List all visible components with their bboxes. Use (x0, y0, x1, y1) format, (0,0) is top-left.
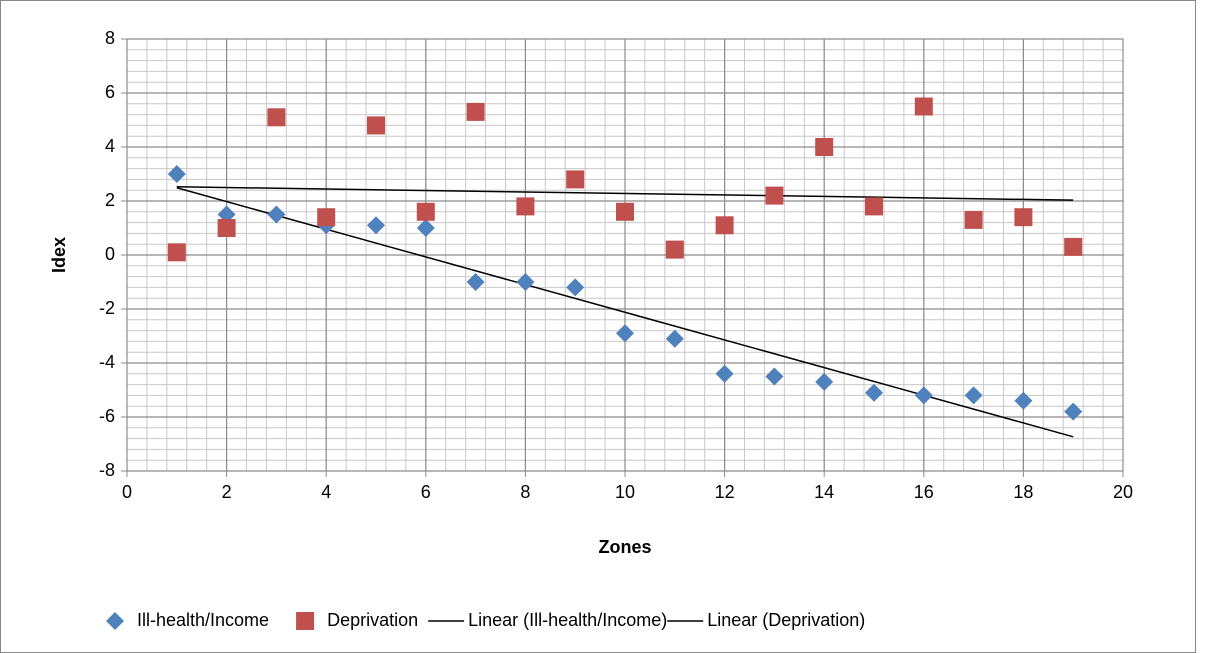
legend-symbol (106, 612, 124, 630)
x-tick-label: 10 (615, 482, 635, 502)
y-tick-label: -6 (99, 406, 115, 426)
data-point (516, 273, 535, 291)
data-point (815, 372, 834, 391)
data-point (1064, 237, 1083, 256)
data-point (715, 364, 734, 383)
y-tick-label: -4 (99, 352, 115, 372)
y-tick-label: -2 (99, 298, 115, 318)
data-point (416, 219, 435, 237)
data-point (367, 216, 385, 235)
data-point (167, 243, 186, 262)
y-tick-label: 0 (105, 244, 115, 264)
trend-line (176, 186, 1074, 201)
data-point (416, 202, 435, 221)
y-tick-label: -8 (99, 460, 115, 480)
data-point (815, 138, 834, 156)
y-axis-title: Idex (49, 237, 69, 273)
data-point (367, 116, 385, 135)
data-point (616, 324, 634, 343)
y-tick-label: 8 (105, 28, 115, 48)
data-point (964, 210, 983, 229)
x-tick-label: 0 (122, 482, 132, 502)
x-tick-label: 4 (321, 482, 331, 502)
data-point (865, 197, 883, 216)
data-point (167, 165, 186, 183)
data-point (516, 197, 535, 216)
x-tick-label: 14 (814, 482, 834, 502)
data-point (715, 216, 734, 235)
data-point (566, 278, 585, 297)
y-tick-label: 2 (105, 190, 115, 210)
x-tick-label: 8 (520, 482, 530, 502)
data-point (566, 170, 585, 189)
legend-label: Linear (Deprivation) (707, 610, 865, 630)
y-tick-label: 4 (105, 136, 115, 156)
data-point (964, 386, 983, 405)
plot-border (126, 38, 1124, 472)
x-tick-label: 20 (1113, 482, 1133, 502)
data-point (1014, 208, 1033, 227)
data-point (865, 383, 883, 402)
legend-symbol (296, 612, 315, 630)
legend-label: Deprivation (327, 610, 418, 630)
data-point (665, 240, 684, 259)
data-point (466, 273, 485, 291)
data-point (466, 102, 485, 121)
data-point (317, 208, 336, 227)
x-axis-title: Zones (598, 537, 651, 557)
x-tick-label: 2 (222, 482, 232, 502)
data-point (267, 108, 286, 127)
data-point (914, 386, 933, 405)
x-tick-label: 18 (1013, 482, 1033, 502)
x-tick-label: 12 (715, 482, 735, 502)
y-tick-label: 6 (105, 82, 115, 102)
data-point (1014, 391, 1033, 410)
data-point (765, 367, 784, 386)
data-point (267, 205, 286, 224)
data-point (1064, 402, 1083, 421)
legend-label: Ill-health/Income (137, 610, 269, 630)
data-point (914, 97, 933, 116)
x-tick-label: 6 (421, 482, 431, 502)
legend-label: Linear (Ill-health/Income) (468, 610, 667, 630)
data-point (665, 329, 684, 348)
x-tick-label: 16 (914, 482, 934, 502)
data-point (217, 219, 236, 237)
data-point (616, 202, 634, 221)
data-point (765, 186, 784, 205)
